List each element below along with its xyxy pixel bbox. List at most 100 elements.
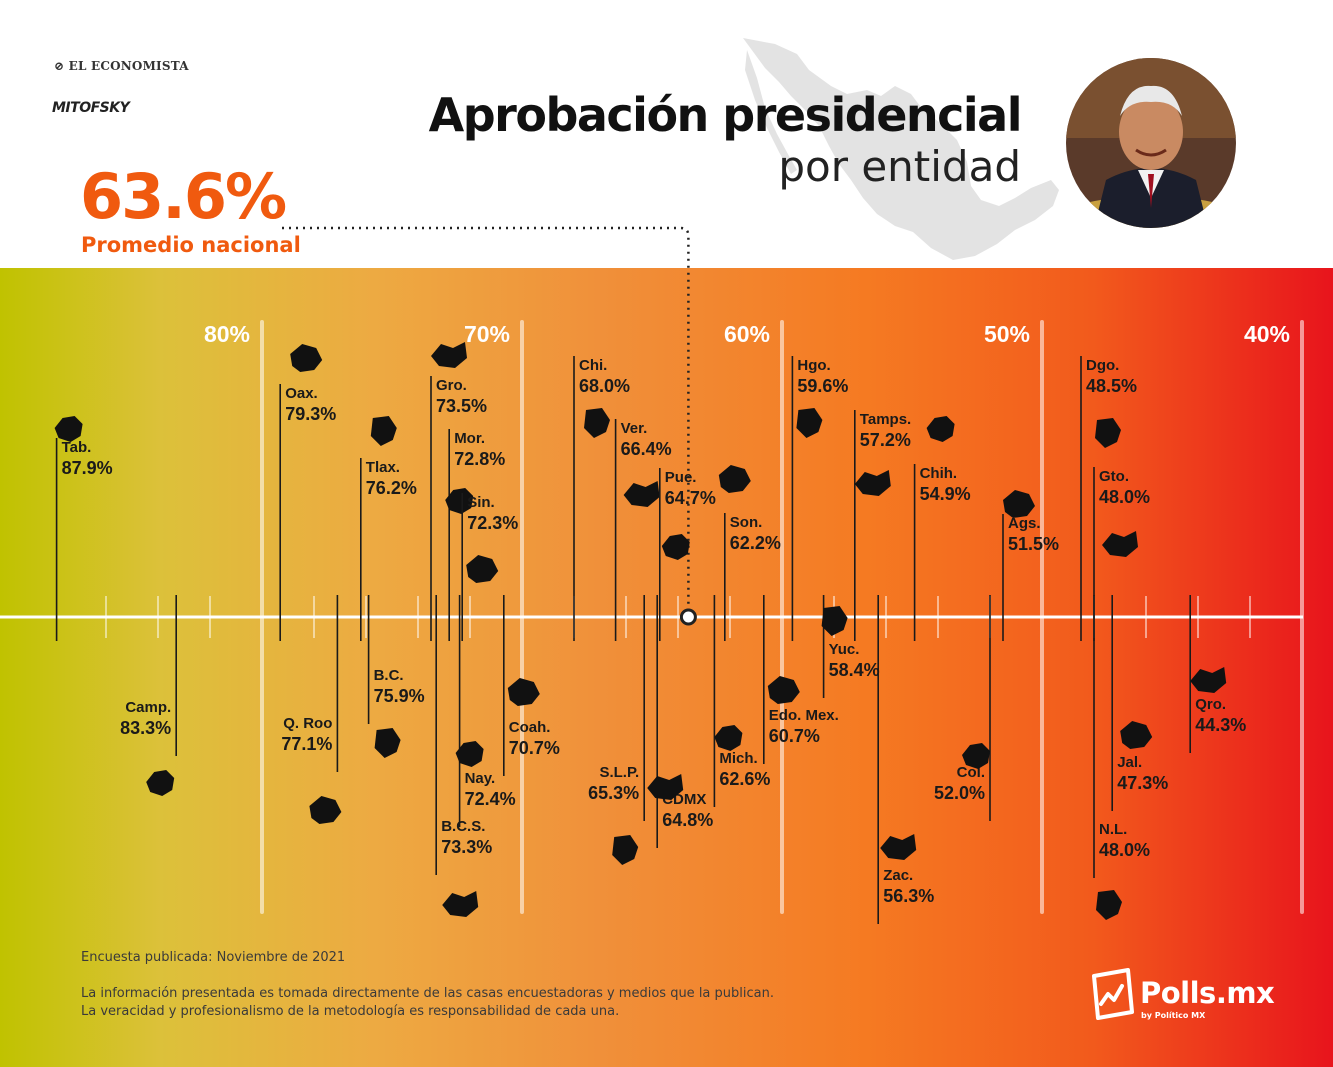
state-shape — [1120, 721, 1153, 749]
x-axis-tick-labels: 80% 70% 60% 50% 40% — [204, 321, 1290, 347]
state-point: Edo. Mex. 60.7% — [762, 595, 839, 764]
state-name-label: Sin. — [467, 494, 495, 511]
mitofsky-logo: MITOFSKY — [52, 100, 130, 116]
approval-gradient-band — [0, 268, 1333, 1067]
x-tick-label: 60% — [724, 321, 770, 347]
state-value-label: 64.8% — [662, 810, 713, 830]
state-point: Qro. 44.3% — [1189, 595, 1246, 753]
state-value-label: 77.1% — [281, 734, 332, 754]
state-point: Tlax. 76.2% — [359, 416, 417, 641]
state-value-label: 60.7% — [769, 726, 820, 746]
state-name-label: Pue. — [665, 469, 697, 486]
state-point: Gto. 48.0% — [1093, 467, 1150, 641]
state-value-label: 52.0% — [934, 783, 985, 803]
state-value-label: 48.5% — [1086, 376, 1137, 396]
state-point: Tamps. 57.2% — [853, 410, 911, 641]
state-value-label: 87.9% — [62, 458, 113, 478]
state-value-label: 58.4% — [829, 660, 880, 680]
state-shape — [612, 835, 639, 865]
polls-mx-logo-icon — [1092, 968, 1134, 1020]
state-point: Camp. 83.3% — [120, 595, 177, 796]
state-value-label: 44.3% — [1195, 715, 1246, 735]
state-shape — [714, 725, 743, 751]
state-name-label: S.L.P. — [599, 764, 639, 781]
state-point: Coah. 70.7% — [502, 595, 560, 776]
state-shape — [146, 770, 175, 796]
state-name-label: Zac. — [883, 867, 913, 884]
state-value-label: 72.8% — [454, 449, 505, 469]
state-value-label: 62.6% — [719, 769, 770, 789]
polls-mx-logo: Polls.mx — [1140, 976, 1275, 1010]
state-point: B.C. 75.9% — [367, 595, 425, 758]
polls-mx-byline: by Político MX — [1141, 1011, 1206, 1020]
state-point: Sin. 72.3% — [461, 493, 518, 641]
state-name-label: Chih. — [920, 465, 958, 482]
state-point: Col.52.0% — [934, 595, 991, 821]
state-point: B.C.S. 73.3% — [435, 595, 492, 917]
state-value-label: 62.2% — [730, 533, 781, 553]
state-shape — [647, 774, 684, 800]
state-value-label: 64.7% — [665, 488, 716, 508]
state-value-label: 57.2% — [860, 430, 911, 450]
state-shape — [445, 488, 474, 514]
state-shape — [880, 834, 917, 860]
state-shape — [796, 408, 823, 438]
state-value-label: 56.3% — [883, 886, 934, 906]
state-shape — [718, 465, 751, 493]
state-shape — [455, 741, 484, 767]
state-name-label: Ver. — [621, 420, 648, 437]
state-shape — [442, 891, 479, 917]
state-value-label: 70.7% — [509, 738, 560, 758]
state-shape — [1102, 531, 1138, 557]
disclaimer-line-1: La información presentada es tomada dire… — [81, 986, 774, 1001]
state-point: Zac. 56.3% — [877, 595, 934, 924]
state-point: Tab. 87.9% — [54, 416, 113, 641]
state-value-label: 76.2% — [366, 478, 417, 498]
state-shape — [1003, 490, 1035, 518]
state-shape — [854, 470, 891, 496]
state-value-label: 47.3% — [1117, 773, 1168, 793]
state-value-label: 79.3% — [285, 404, 336, 424]
state-point: Gro. 73.5% — [430, 342, 487, 641]
state-point: Ags. 51.5% — [1002, 490, 1059, 641]
state-point: Chih. 54.9% — [913, 416, 971, 641]
state-point: Dgo. 48.5% — [1080, 356, 1137, 641]
x-tick-label: 40% — [1244, 321, 1290, 347]
state-point: Hgo. 59.6% — [791, 356, 848, 641]
state-value-label: 66.4% — [621, 439, 672, 459]
state-name-label: Ags. — [1008, 515, 1041, 532]
disclaimer-line-2: La veracidad y profesionalismo de la met… — [81, 1004, 620, 1019]
state-name-label: B.C. — [374, 667, 404, 684]
state-name-label: Tab. — [62, 439, 92, 456]
state-point: Pue. 64.7% — [658, 468, 716, 641]
state-name-label: N.L. — [1099, 821, 1127, 838]
state-shape — [962, 743, 990, 769]
state-shape — [926, 416, 955, 442]
state-shape — [584, 408, 610, 438]
survey-date: Encuesta publicada: Noviembre de 2021 — [81, 950, 346, 965]
state-point: Chi. 68.0% — [573, 356, 630, 641]
state-value-label: 75.9% — [374, 686, 425, 706]
state-name-label: Camp. — [125, 699, 171, 716]
state-shape — [290, 344, 323, 372]
state-name-label: Q. Roo — [283, 715, 332, 732]
state-value-label: 48.0% — [1099, 840, 1150, 860]
state-points: Tab. 87.9% Oax. 79.3% Tlax. 76.2% Gro. 73.5% Mor… — [54, 342, 1246, 924]
state-shape — [431, 342, 467, 368]
mexico-map-silhouette — [743, 38, 1059, 260]
state-point: Mich. 62.6% — [713, 595, 770, 807]
state-value-label: 72.4% — [465, 789, 516, 809]
state-name-label: Tlax. — [366, 459, 400, 476]
state-name-label: Nay. — [465, 770, 496, 787]
national-average-marker — [679, 608, 697, 626]
state-name-label: Oax. — [285, 385, 318, 402]
state-shape — [309, 796, 342, 824]
state-value-label: 65.3% — [588, 783, 639, 803]
state-value-label: 59.6% — [797, 376, 848, 396]
state-shape — [821, 606, 848, 636]
state-point: S.L.P. 65.3% — [588, 595, 646, 865]
state-name-label: Dgo. — [1086, 357, 1119, 374]
